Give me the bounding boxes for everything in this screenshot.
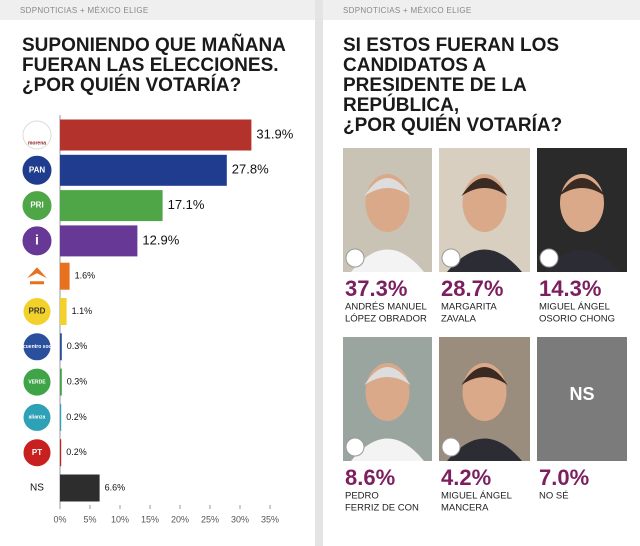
bar xyxy=(60,262,70,290)
party-logo xyxy=(23,298,51,325)
candidate-name: MIGUEL ÁNGEL xyxy=(539,302,610,313)
candidate-percentage: 28.7% xyxy=(441,276,503,301)
candidate-name: ANDRÉS MANUEL xyxy=(345,302,427,313)
candidate-name: LÓPEZ OBRADOR xyxy=(345,314,427,325)
candidate-body xyxy=(447,249,522,272)
candidate-photo xyxy=(537,337,627,461)
party-logo xyxy=(22,155,52,185)
candidate-name: OSORIO CHONG xyxy=(539,314,615,325)
candidate-name: MARGARITA xyxy=(441,302,497,313)
data-label: 1.6% xyxy=(75,271,96,281)
bar xyxy=(60,439,62,467)
party-badge xyxy=(441,437,461,457)
candidate-name: FERRIZ DE CON xyxy=(345,503,419,514)
data-label: 0.3% xyxy=(67,376,88,386)
party-logo xyxy=(22,120,52,150)
party-badge xyxy=(539,248,559,268)
candidate-hair xyxy=(461,367,508,385)
candidate-body xyxy=(545,249,619,272)
bar xyxy=(60,298,67,325)
candidate-hair xyxy=(461,178,508,196)
data-label: 12.9% xyxy=(142,232,179,247)
data-label: 0.2% xyxy=(66,447,87,457)
candidate-hair xyxy=(559,178,605,196)
chart-title: ¿POR QUIÉN VOTARÍA? xyxy=(22,74,241,96)
candidate-hair xyxy=(364,367,411,385)
x-tick-label: 10% xyxy=(111,514,129,524)
candidate-name: MANCERA xyxy=(441,503,489,514)
party-logo xyxy=(22,226,52,256)
party-logo xyxy=(22,191,52,221)
bar xyxy=(60,403,62,431)
data-label: 0.2% xyxy=(66,412,87,422)
category-label: PAN xyxy=(29,165,46,174)
x-tick-label: 20% xyxy=(171,514,189,524)
bar xyxy=(60,190,163,222)
candidate-name: ZAVALA xyxy=(441,314,477,325)
header-strip xyxy=(0,0,315,20)
data-label: 0.3% xyxy=(67,341,88,351)
x-tick-label: 0% xyxy=(53,514,66,524)
category-label: NS xyxy=(30,483,44,494)
data-label: 27.8% xyxy=(232,162,269,177)
chart-title: ¿POR QUIÉN VOTARÍA? xyxy=(343,114,562,136)
data-label: 6.6% xyxy=(105,482,126,492)
x-tick-label: 30% xyxy=(231,514,249,524)
party-logo xyxy=(23,333,51,361)
candidate-percentage: 14.3% xyxy=(539,276,601,301)
chart-title: SUPONIENDO QUE MAÑANA xyxy=(22,34,286,56)
candidate-name: MIGUEL ÁNGEL xyxy=(441,491,512,502)
tile-text: NS xyxy=(569,384,594,404)
party-logo xyxy=(23,368,51,396)
chart-title: PRESIDENTE DE LA xyxy=(343,75,527,96)
category-label: VERDE xyxy=(28,379,46,385)
candidate-percentage: 7.0% xyxy=(539,465,589,490)
candidate-percentage: 8.6% xyxy=(345,465,395,490)
category-label: PRD xyxy=(29,307,46,316)
party-badge xyxy=(345,248,365,268)
chart-title: FUERAN LAS ELECCIONES. xyxy=(22,55,279,76)
header-strip xyxy=(323,0,640,20)
x-tick-label: 5% xyxy=(83,514,96,524)
party-badge xyxy=(441,248,461,268)
bar xyxy=(60,368,62,396)
source: SDPNOTICIAS + MÉXICO ELIGE xyxy=(343,6,472,15)
x-tick-label: 35% xyxy=(261,514,279,524)
x-tick-label: 15% xyxy=(141,514,159,524)
bar xyxy=(60,225,138,257)
bar xyxy=(60,119,252,151)
data-label: 1.1% xyxy=(72,306,93,316)
source: SDPNOTICIAS + MÉXICO ELIGE xyxy=(20,6,149,15)
candidate-body xyxy=(447,438,522,461)
category-label: PT xyxy=(32,448,42,457)
chart-title: CANDIDATOS A xyxy=(343,55,486,76)
party-logo xyxy=(23,403,51,431)
chart-title: SI ESTOS FUERAN LOS xyxy=(343,35,559,56)
data-label: 17.1% xyxy=(168,197,205,212)
bar xyxy=(60,333,62,361)
divider xyxy=(315,0,323,546)
party-logo xyxy=(27,267,47,285)
category-label: alianza xyxy=(29,415,46,421)
candidate-name: NO SÉ xyxy=(539,491,569,502)
candidate-body xyxy=(351,249,424,272)
candidate-percentage: 37.3% xyxy=(345,276,407,301)
bar xyxy=(60,474,100,502)
category-label: morena xyxy=(28,140,46,146)
bar xyxy=(60,154,227,186)
category-label: encuentro social xyxy=(17,344,57,350)
data-label: 31.9% xyxy=(256,126,293,141)
candidate-body xyxy=(351,438,424,461)
party-logo xyxy=(23,439,51,467)
category-label: i xyxy=(35,232,39,248)
candidate-hair xyxy=(364,178,411,196)
candidate-name: PEDRO xyxy=(345,491,379,502)
party-badge xyxy=(345,437,365,457)
x-tick-label: 25% xyxy=(201,514,219,524)
category-label: PRI xyxy=(30,201,43,210)
chart-title: REPÚBLICA, xyxy=(343,94,459,116)
candidate-percentage: 4.2% xyxy=(441,465,491,490)
